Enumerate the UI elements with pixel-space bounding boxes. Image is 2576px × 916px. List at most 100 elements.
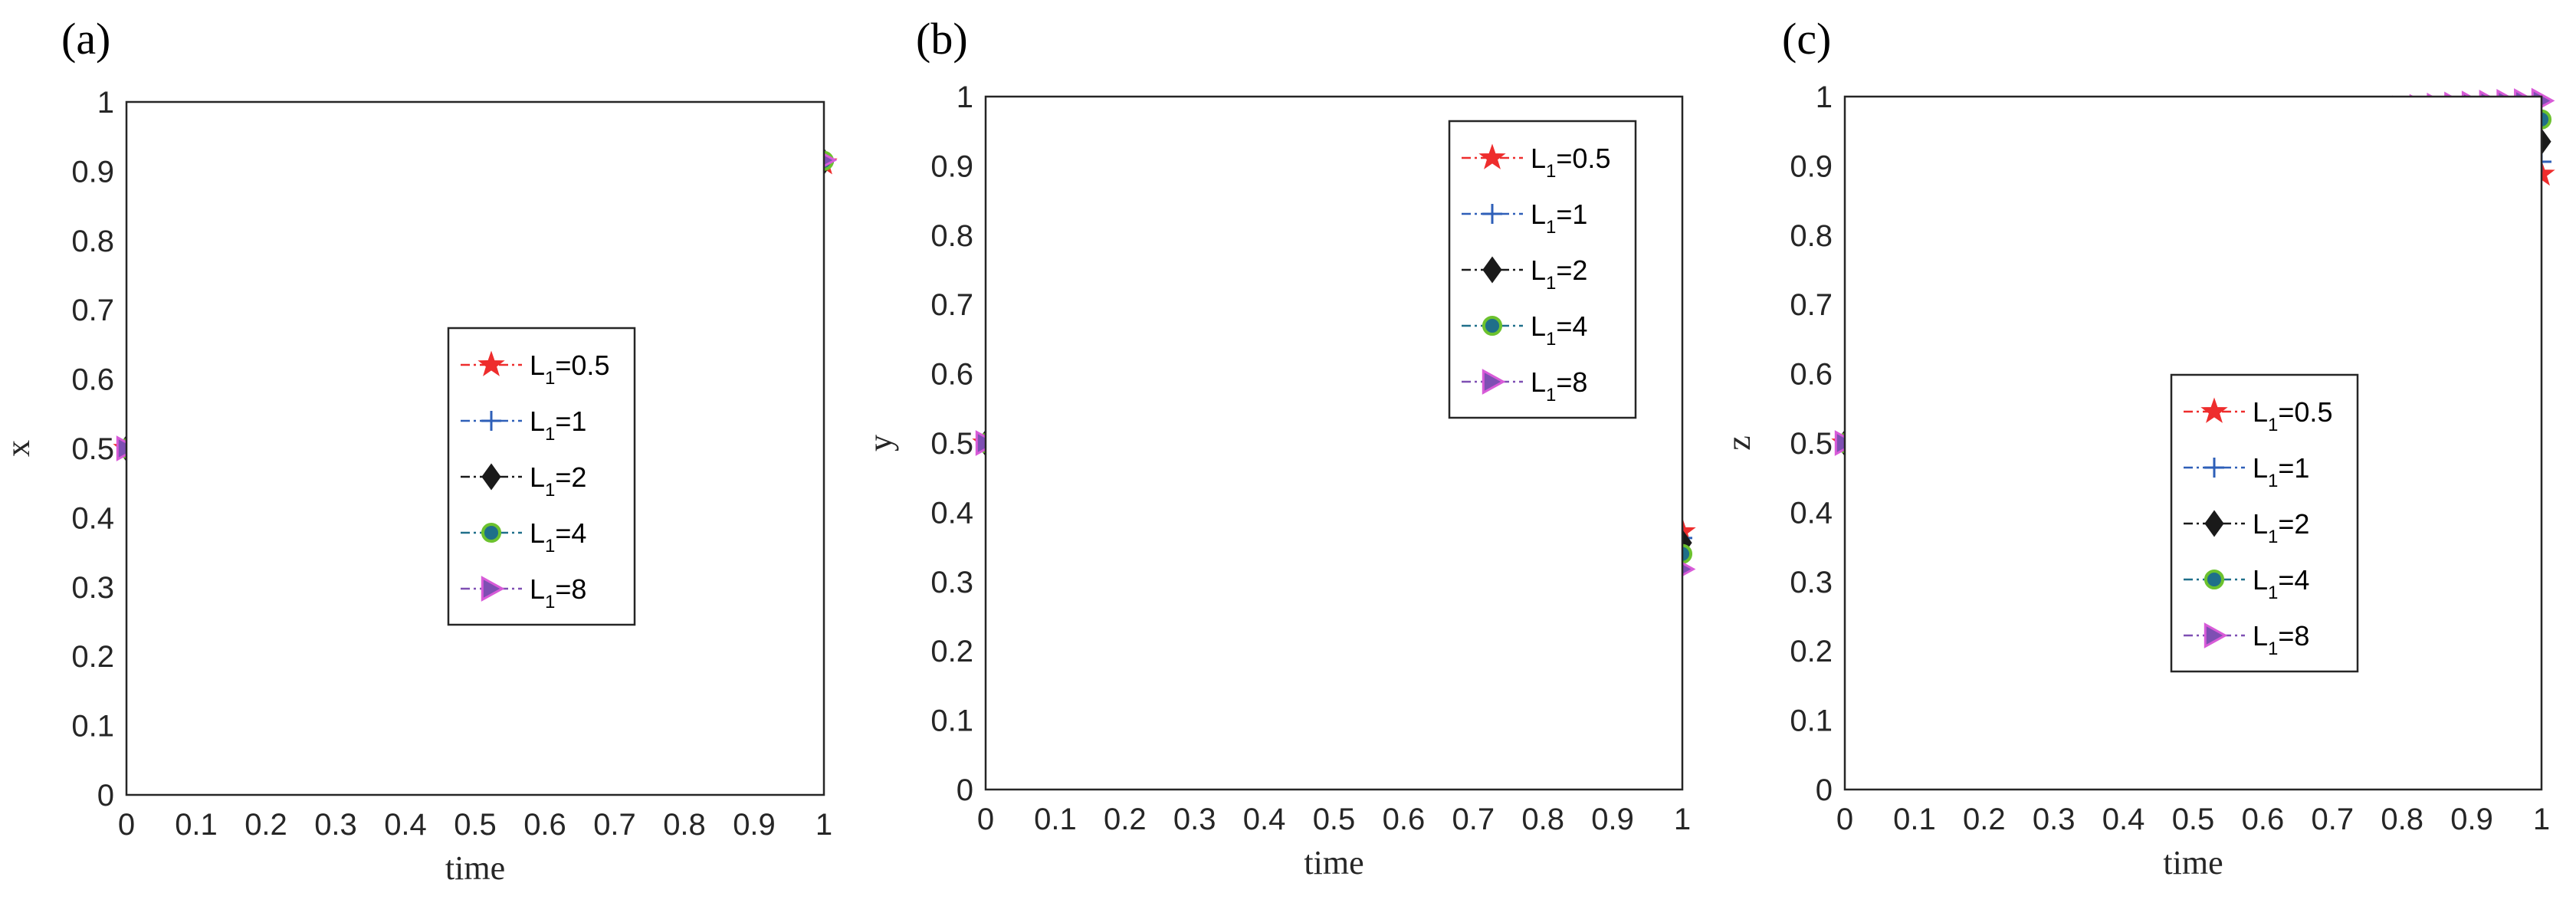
legend-subscript: 1 <box>2268 415 2278 435</box>
legend-subscript: 1 <box>1546 161 1556 182</box>
x-tick-label: 0.5 <box>2172 803 2215 836</box>
legend-prefix: L <box>530 405 545 437</box>
legend-value: =0.5 <box>1556 143 1610 174</box>
y-tick-label: 0.7 <box>930 288 973 322</box>
x-tick-label: 1 <box>1674 803 1691 836</box>
x-tick-label: 0.4 <box>1243 803 1286 836</box>
legend-subscript: 1 <box>545 536 555 556</box>
x-tick-label: 0 <box>977 803 994 836</box>
legend-value: =2 <box>2278 508 2309 540</box>
legend-entry: L1=4 <box>1462 310 1587 350</box>
y-axis-label: z <box>1720 435 1757 451</box>
y-tick-label: 0.8 <box>71 225 114 258</box>
legend-value: =1 <box>2278 452 2309 484</box>
y-axis-label: y <box>861 435 899 451</box>
legend-label: L1=4 <box>1531 310 1587 350</box>
legend-prefix: L <box>2253 620 2268 652</box>
legend-entry: L1=4 <box>461 517 586 556</box>
x-tick-label: 1 <box>815 808 832 842</box>
legend: L1=0.5L1=1L1=2L1=4L1=8 <box>447 327 636 626</box>
y-tick-label: 0.9 <box>930 149 973 183</box>
legend-subscript: 1 <box>1546 217 1556 238</box>
legend-prefix: L <box>2253 396 2268 428</box>
legend-marker <box>2204 622 2228 648</box>
x-tick-label: 0.3 <box>2033 803 2076 836</box>
legend-label: L1=0.5 <box>530 350 609 389</box>
x-tick-label: 0.9 <box>1591 803 1634 836</box>
legend-box <box>1448 120 1637 419</box>
x-axis-label: time <box>2163 844 2223 882</box>
x-tick-label: 0.7 <box>2311 803 2354 836</box>
x-tick-label: 0.1 <box>1034 803 1077 836</box>
x-tick-label: 0 <box>1836 803 1853 836</box>
x-tick-label: 0.4 <box>2102 803 2145 836</box>
y-tick-label: 0.3 <box>930 566 973 599</box>
x-tick-label: 0.8 <box>2381 803 2423 836</box>
y-tick-label: 0.6 <box>930 358 973 392</box>
x-tick-label: 0.3 <box>314 808 357 842</box>
legend-subscript: 1 <box>545 424 555 445</box>
legend-entry: L1=4 <box>2184 564 2309 603</box>
legend-prefix: L <box>1531 366 1546 398</box>
legend-entry: L1=2 <box>1462 254 1587 294</box>
legend: L1=0.5L1=1L1=2L1=4L1=8 <box>1448 120 1637 419</box>
legend-subscript: 1 <box>2268 471 2278 491</box>
legend-value: =2 <box>555 461 586 493</box>
y-tick-label: 0.8 <box>930 219 973 253</box>
legend-entry: L1=8 <box>461 573 586 612</box>
legend-marker <box>2204 510 2224 537</box>
legend-marker <box>481 576 505 602</box>
legend-box <box>2170 373 2359 673</box>
y-tick-label: 0.6 <box>1790 358 1833 392</box>
x-tick-label: 0.3 <box>1173 803 1216 836</box>
legend-value: =2 <box>1556 254 1587 286</box>
y-tick-label: 0.4 <box>930 496 973 530</box>
legend-entry: L1=1 <box>1462 199 1587 238</box>
legend-subscript: 1 <box>1546 385 1556 405</box>
legend-marker <box>1482 204 1502 224</box>
x-tick-label: 0.6 <box>1383 803 1426 836</box>
legend-entry: L1=2 <box>2184 508 2309 547</box>
x-tick-label: 0 <box>118 808 135 842</box>
y-tick-label: 0.5 <box>71 432 114 466</box>
y-tick-label: 1 <box>1816 80 1833 114</box>
legend-marker <box>1482 369 1506 395</box>
legend-entry: L1=1 <box>2184 452 2309 491</box>
x-tick-label: 0.1 <box>1893 803 1936 836</box>
x-tick-label: 0.9 <box>2450 803 2493 836</box>
legend-value: =0.5 <box>555 350 609 381</box>
legend-subscript: 1 <box>545 368 555 389</box>
y-tick-label: 0 <box>1816 773 1833 807</box>
legend-label: L1=1 <box>530 405 586 445</box>
y-tick-label: 0.3 <box>1790 566 1833 599</box>
y-tick-label: 1 <box>97 86 114 120</box>
x-tick-label: 0.6 <box>523 808 566 842</box>
legend-prefix: L <box>2253 452 2268 484</box>
legend-label: L1=1 <box>2253 452 2309 491</box>
legend-prefix: L <box>530 517 545 549</box>
x-axis-label: time <box>445 849 505 887</box>
legend-label: L1=4 <box>530 517 586 556</box>
legend-marker <box>481 463 501 491</box>
y-tick-label: 0.3 <box>71 571 114 605</box>
y-tick-label: 0.7 <box>71 294 114 327</box>
x-tick-label: 0.8 <box>1521 803 1564 836</box>
legend-marker <box>1482 256 1502 284</box>
y-tick-label: 0.6 <box>71 363 114 397</box>
legend-prefix: L <box>1531 199 1546 230</box>
legend-marker <box>2200 397 2228 423</box>
y-tick-label: 0.4 <box>71 501 114 535</box>
legend-marker <box>2204 458 2224 478</box>
y-tick-label: 0.2 <box>1790 635 1833 668</box>
y-tick-label: 0.4 <box>1790 496 1833 530</box>
legend-prefix: L <box>2253 564 2268 596</box>
x-tick-label: 0.6 <box>2242 803 2285 836</box>
x-tick-label: 0.9 <box>733 808 776 842</box>
legend-subscript: 1 <box>545 480 555 501</box>
legend-label: L1=0.5 <box>1531 143 1610 182</box>
legend-prefix: L <box>530 461 545 493</box>
y-tick-label: 1 <box>957 80 973 114</box>
y-tick-label: 0.5 <box>1790 427 1833 461</box>
legend-label: L1=4 <box>2253 564 2309 603</box>
